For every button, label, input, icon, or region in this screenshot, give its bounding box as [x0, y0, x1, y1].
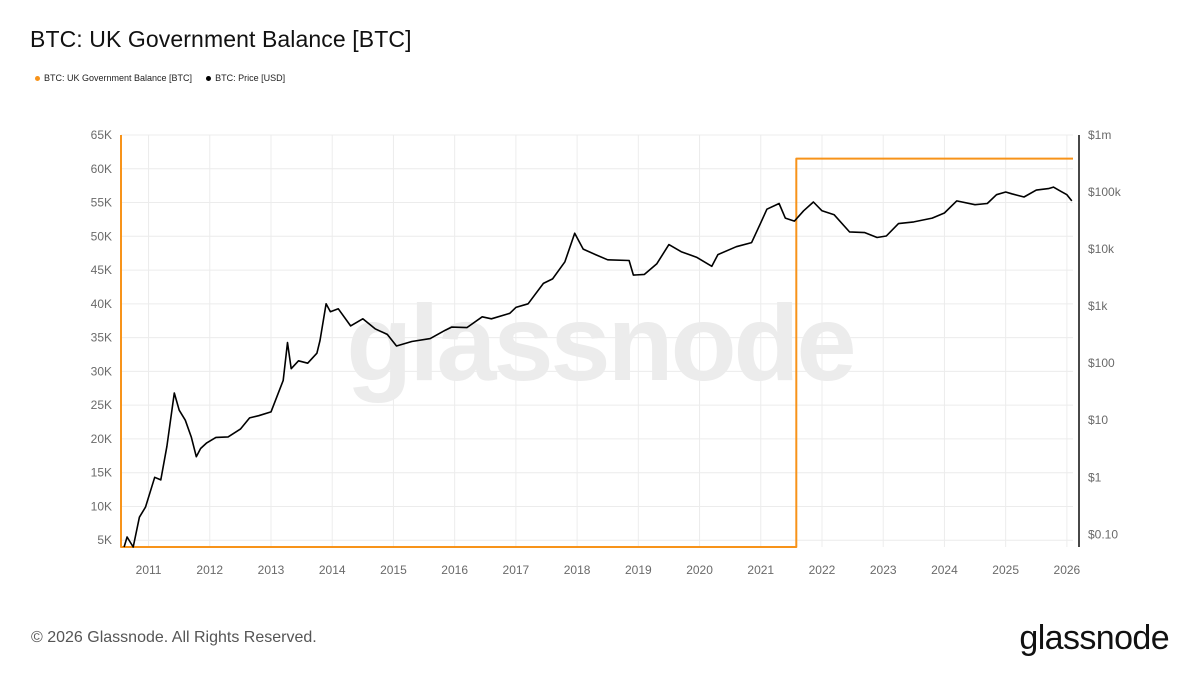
left-tick-label: 15K: [91, 466, 112, 480]
left-tick-label: 60K: [91, 162, 112, 176]
right-tick-label: $100: [1088, 356, 1115, 370]
legend-label-uk-balance: BTC: UK Government Balance [BTC]: [44, 73, 193, 83]
left-tick-label: 65K: [91, 128, 112, 142]
right-tick-label: $100k: [1088, 185, 1122, 199]
copyright-text: © 2026 Glassnode. All Rights Reserved.: [31, 629, 317, 646]
left-tick-label: 5K: [97, 533, 112, 547]
watermark-text: glassnode: [346, 282, 853, 403]
x-tick-label: 2018: [564, 563, 591, 577]
x-tick-label: 2015: [380, 563, 407, 577]
right-tick-label: $10k: [1088, 242, 1115, 256]
x-tick-label: 2016: [441, 563, 468, 577]
right-tick-label: $0.10: [1088, 527, 1118, 541]
left-tick-label: 45K: [91, 263, 112, 277]
x-tick-label: 2022: [809, 563, 836, 577]
series-line-price[interactable]: [123, 186, 1073, 548]
right-axis: $0.10 $1 $10 $100 $1k $10k $100k $1m: [1078, 128, 1122, 547]
right-tick-label: $1k: [1088, 299, 1108, 313]
x-tick-label: 2011: [136, 563, 162, 577]
series-layer: [120, 135, 1073, 548]
legend-dot-price: [206, 75, 212, 81]
x-axis: 2011 2012 2013 2014 2015 2016 2017 2018 2019 2020…: [136, 563, 1081, 577]
x-tick-label: 2023: [870, 563, 897, 577]
x-tick-label: 2026: [1054, 563, 1081, 577]
chart-legend: BTC: UK Government Balance [BTC] BTC: Pr…: [35, 73, 285, 83]
right-tick-label: $1m: [1088, 128, 1111, 142]
left-tick-label: 50K: [91, 229, 112, 243]
glassnode-logo[interactable]: glassnode: [1019, 619, 1169, 657]
left-tick-label: 35K: [91, 331, 112, 345]
left-tick-label: 20K: [91, 432, 112, 446]
legend-item-uk-balance[interactable]: BTC: UK Government Balance [BTC]: [35, 73, 192, 83]
x-tick-label: 2025: [992, 563, 1019, 577]
x-tick-label: 2021: [747, 563, 774, 577]
x-tick-label: 2014: [319, 563, 346, 577]
legend-label-price: BTC: Price [USD]: [215, 73, 286, 83]
left-tick-label: 40K: [91, 297, 112, 311]
x-tick-label: 2017: [503, 563, 530, 577]
x-tick-label: 2020: [686, 563, 713, 577]
left-tick-label: 25K: [91, 398, 112, 412]
chart-title: BTC: UK Government Balance [BTC]: [30, 26, 412, 52]
left-tick-label: 55K: [91, 196, 112, 210]
right-tick-label: $1: [1088, 470, 1102, 484]
grid-lines: [121, 134, 1073, 547]
right-tick-label: $10: [1088, 413, 1108, 427]
x-tick-label: 2019: [625, 563, 652, 577]
x-tick-label: 2024: [931, 563, 958, 577]
left-axis: 5K 10K 15K 20K 25K 30K 35K 40K 45K 50K 55K 60K 65K: [91, 128, 112, 547]
series-line-uk-balance[interactable]: [120, 135, 1073, 548]
x-tick-label: 2012: [196, 563, 223, 577]
legend-item-price[interactable]: BTC: Price [USD]: [206, 73, 285, 83]
left-tick-label: 10K: [91, 499, 112, 513]
x-tick-label: 2013: [258, 563, 285, 577]
legend-dot-uk-balance: [35, 75, 40, 81]
left-tick-label: 30K: [91, 364, 112, 378]
